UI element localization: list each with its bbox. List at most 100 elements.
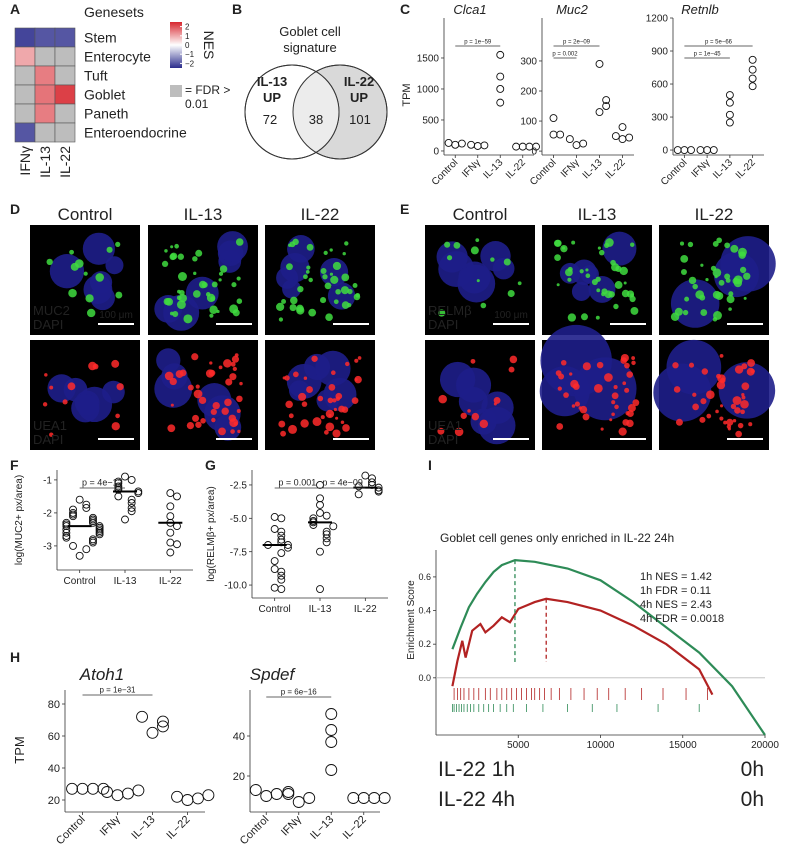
stain	[46, 258, 53, 266]
x-tick-label: IFNγ	[690, 157, 713, 180]
stain	[333, 407, 338, 412]
stain	[231, 355, 240, 363]
data-point	[277, 549, 286, 557]
stain	[211, 417, 216, 423]
data-point	[611, 132, 620, 141]
data-point	[329, 522, 338, 531]
stain	[475, 238, 480, 242]
data-point	[748, 65, 757, 74]
stain	[306, 265, 311, 270]
heatmap-cell	[34, 65, 56, 86]
stain	[621, 289, 630, 298]
stain	[330, 370, 336, 376]
y-tick-label: -7.5	[230, 547, 248, 558]
x-tick-label: 5000	[507, 740, 530, 751]
data-point	[325, 764, 338, 776]
organoid	[713, 251, 759, 298]
data-point	[156, 720, 169, 733]
x-tick-label: 10000	[587, 740, 615, 751]
stain	[115, 413, 120, 419]
data-point	[357, 792, 370, 804]
stain	[293, 371, 299, 378]
stain	[177, 253, 185, 260]
data-point	[322, 530, 331, 539]
venn-set-name: IL-22 UP	[343, 74, 375, 105]
stain	[311, 355, 318, 362]
stain	[232, 309, 240, 317]
x-tick-label: Control	[659, 157, 690, 188]
stain	[169, 377, 177, 386]
stain	[186, 421, 195, 430]
stain	[743, 272, 751, 280]
stain	[218, 427, 226, 436]
data-point	[325, 708, 338, 720]
stain	[333, 299, 339, 305]
legend-title: NES	[201, 31, 217, 60]
heatmap-cell	[54, 84, 76, 105]
stain	[95, 273, 104, 282]
annotation: 1h NES = 1.42	[640, 571, 712, 583]
data-point	[282, 786, 295, 798]
stain	[170, 245, 174, 249]
panel-label: B	[232, 1, 242, 17]
stain	[493, 396, 501, 404]
stain	[604, 242, 610, 248]
stain	[330, 275, 339, 284]
data-point	[473, 142, 482, 150]
stain	[719, 353, 724, 358]
stain	[231, 282, 237, 288]
x-tick-label: IL−22	[164, 814, 192, 842]
stain	[290, 296, 298, 305]
stain	[83, 271, 88, 276]
row-label: Tuft	[84, 68, 108, 84]
stain	[611, 400, 616, 405]
stain	[595, 315, 600, 320]
stain	[329, 272, 334, 276]
stain	[236, 298, 243, 304]
stain	[179, 289, 185, 296]
stain	[627, 404, 636, 412]
stain	[285, 400, 293, 409]
data-point	[82, 545, 91, 554]
stain	[347, 288, 353, 295]
stain	[296, 306, 305, 315]
stain	[306, 386, 313, 393]
colorbar-label: 1	[185, 32, 190, 41]
stain	[699, 416, 706, 423]
stain	[746, 367, 755, 376]
y-tick-label: 60	[48, 731, 60, 743]
y-tick-label: 20	[48, 795, 60, 807]
organoid	[217, 231, 248, 262]
y-axis-label: log(RELMβ+ px/area)	[206, 486, 217, 582]
heatmap-cell	[14, 27, 36, 48]
stain	[632, 399, 640, 407]
data-point	[66, 782, 79, 795]
data-point	[173, 492, 181, 501]
stain	[192, 290, 201, 298]
stain	[629, 295, 636, 303]
data-point	[127, 495, 136, 504]
stain	[741, 363, 748, 370]
x-tick-label: IFNγ	[98, 813, 123, 838]
micrograph	[30, 340, 140, 450]
y-axis-label: TPM	[12, 736, 27, 763]
y-tick-label: 600	[651, 80, 668, 91]
organoid	[666, 339, 722, 395]
stain	[230, 361, 236, 367]
stain	[556, 423, 564, 430]
stain	[322, 274, 328, 280]
data-point	[625, 133, 634, 142]
stain	[209, 305, 218, 315]
stain	[585, 273, 591, 279]
data-point	[709, 146, 718, 154]
stain	[715, 291, 724, 300]
data-point	[114, 492, 123, 501]
data-point	[166, 538, 175, 547]
y-tick-label: 900	[651, 47, 668, 58]
stain	[675, 418, 683, 426]
stain	[672, 362, 679, 369]
data-point	[354, 490, 363, 499]
data-point	[173, 540, 181, 549]
stain	[161, 260, 169, 268]
